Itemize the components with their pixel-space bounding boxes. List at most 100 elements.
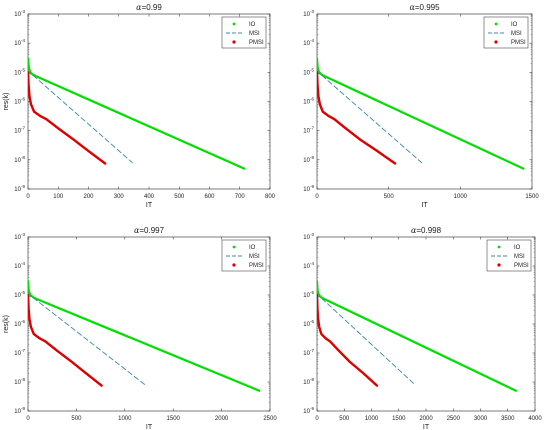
series-line-io bbox=[317, 57, 525, 170]
chart-title-symbol: α bbox=[411, 226, 417, 235]
legend-swatch-pmsi bbox=[232, 40, 236, 44]
y-tick-label: 10-5 bbox=[303, 67, 314, 76]
legend-label-pmsi: PMSI bbox=[249, 263, 264, 269]
y-tick-label: 10-9 bbox=[14, 184, 25, 193]
legend-box bbox=[486, 239, 532, 272]
legend-swatch-io bbox=[497, 245, 501, 249]
x-tick-label: 500 bbox=[339, 416, 350, 422]
series-line-io bbox=[28, 280, 261, 392]
legend-box bbox=[221, 239, 267, 272]
y-tick-label: 10-8 bbox=[303, 377, 314, 386]
x-tick-label: 2500 bbox=[447, 416, 461, 422]
y-tick-label: 10-3 bbox=[14, 232, 25, 241]
x-tick-label: 0 bbox=[315, 194, 319, 200]
x-tick-label: 200 bbox=[83, 194, 94, 200]
legend-label-msi: MSI bbox=[249, 254, 260, 260]
x-tick-label: 700 bbox=[235, 194, 246, 200]
chart-panel-4: α=0.998 0 500 1000 1500 2000 2500 3000 3500 4000 1… bbox=[303, 226, 542, 430]
y-tick-label: 10-5 bbox=[14, 67, 25, 76]
legend-box bbox=[221, 16, 267, 49]
chart-title-symbol: α bbox=[134, 226, 140, 235]
legend-box bbox=[483, 16, 529, 49]
x-tick-label: 2500 bbox=[263, 416, 277, 422]
legend: IO MSI PMSI bbox=[221, 16, 267, 49]
legend-label-pmsi: PMSI bbox=[514, 263, 529, 269]
y-tick-label: 10-6 bbox=[14, 97, 25, 106]
x-tick-label: 500 bbox=[71, 416, 82, 422]
y-axis-label: res(k) bbox=[3, 315, 10, 333]
chart-panel-2: α=0.995 0 500 1000 1500 10-9 10-8 10-7 10-6 10-5 1… bbox=[303, 3, 539, 209]
x-axis-label: IT bbox=[421, 202, 428, 209]
chart-title: α=0.995 bbox=[409, 3, 440, 12]
chart-title-symbol: α bbox=[136, 3, 142, 12]
series-line-io bbox=[28, 57, 246, 170]
y-tick-label: 10-8 bbox=[303, 155, 314, 164]
chart-title-value: =0.997 bbox=[139, 226, 164, 235]
legend: IO MSI PMSI bbox=[483, 16, 529, 49]
x-tick-label: 500 bbox=[384, 194, 395, 200]
legend-label-io: IO bbox=[249, 245, 256, 251]
y-tick-label: 10-6 bbox=[303, 97, 314, 106]
legend-swatch-pmsi bbox=[494, 40, 498, 44]
series-line-pmsi bbox=[28, 293, 103, 387]
x-tick-label: 0 bbox=[26, 416, 30, 422]
y-tick-label: 10-4 bbox=[14, 38, 25, 47]
x-tick-label: 0 bbox=[315, 416, 319, 422]
chart-title-value: =0.998 bbox=[416, 226, 441, 235]
y-tick-label: 10-7 bbox=[14, 348, 25, 357]
x-tick-label: 1000 bbox=[454, 194, 468, 200]
x-tick-label: 600 bbox=[204, 194, 215, 200]
chart-title: α=0.998 bbox=[411, 226, 442, 235]
y-tick-label: 10-9 bbox=[303, 184, 314, 193]
legend-label-msi: MSI bbox=[514, 254, 525, 260]
y-tick-label: 10-4 bbox=[303, 38, 314, 47]
x-tick-label: 500 bbox=[174, 194, 185, 200]
y-tick-label: 10-3 bbox=[303, 232, 314, 241]
chart-title: α=0.997 bbox=[134, 226, 165, 235]
x-tick-label: 0 bbox=[26, 194, 30, 200]
y-tick-label: 10-4 bbox=[14, 261, 25, 270]
chart-title-value: =0.99 bbox=[142, 3, 163, 12]
x-tick-label: 1000 bbox=[365, 416, 379, 422]
x-tick-label: 3000 bbox=[474, 416, 488, 422]
chart-title-symbol: α bbox=[409, 3, 415, 12]
legend-label-msi: MSI bbox=[511, 31, 522, 37]
y-tick-label: 10-6 bbox=[14, 319, 25, 328]
legend-label-pmsi: PMSI bbox=[249, 40, 264, 46]
x-tick-label: 1500 bbox=[525, 194, 539, 200]
chart-title-value: =0.995 bbox=[415, 3, 440, 12]
legend-label-io: IO bbox=[514, 245, 521, 251]
y-tick-label: 10-7 bbox=[14, 126, 25, 135]
y-tick-label: 10-3 bbox=[14, 9, 25, 18]
y-tick-label: 10-9 bbox=[14, 406, 25, 415]
y-tick-label: 10-7 bbox=[303, 126, 314, 135]
x-tick-label: 300 bbox=[114, 194, 125, 200]
y-tick-label: 10-4 bbox=[303, 261, 314, 270]
y-tick-label: 10-3 bbox=[303, 9, 314, 18]
x-tick-label: 100 bbox=[53, 194, 64, 200]
legend: IO MSI PMSI bbox=[486, 239, 532, 272]
x-tick-label: 4000 bbox=[528, 416, 542, 422]
y-tick-label: 10-8 bbox=[14, 377, 25, 386]
chart-title: α=0.99 bbox=[136, 3, 162, 12]
legend-label-io: IO bbox=[249, 22, 256, 28]
x-tick-label: 800 bbox=[265, 194, 276, 200]
legend-label-io: IO bbox=[511, 22, 518, 28]
legend: IO MSI PMSI bbox=[221, 239, 267, 272]
x-axis-label: IT bbox=[146, 424, 153, 430]
y-tick-label: 10-8 bbox=[14, 155, 25, 164]
series-line-pmsi bbox=[317, 71, 397, 165]
x-tick-label: 1000 bbox=[118, 416, 132, 422]
y-tick-label: 10-6 bbox=[303, 319, 314, 328]
y-tick-label: 10-7 bbox=[303, 348, 314, 357]
x-tick-label: 400 bbox=[144, 194, 155, 200]
legend-label-pmsi: PMSI bbox=[511, 40, 526, 46]
legend-swatch-io bbox=[232, 245, 236, 249]
series-line-io bbox=[317, 280, 518, 392]
y-axis-label: res(k) bbox=[3, 93, 10, 111]
x-tick-label: 2000 bbox=[215, 416, 229, 422]
x-tick-label: 1500 bbox=[392, 416, 406, 422]
chart-panel-3: α=0.997 0 500 1000 1500 2000 2500 10-9 10-8 10-7 1… bbox=[3, 226, 277, 430]
x-axis-label: IT bbox=[146, 202, 153, 209]
legend-swatch-io bbox=[232, 22, 236, 26]
